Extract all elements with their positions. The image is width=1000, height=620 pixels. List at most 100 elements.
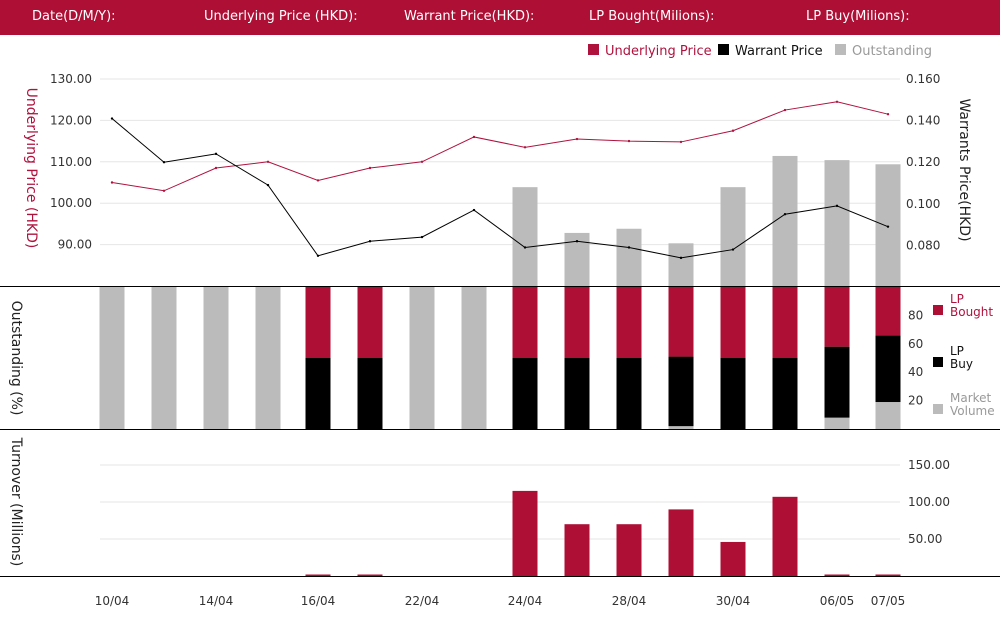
underlying-price-point [835,100,839,103]
lp-buy-label: LP Buy(Milions): [806,9,910,24]
warrant-price-line [111,118,889,259]
legend-label: Outstanding [852,44,932,59]
lp-bought-bar [668,287,694,357]
legend-label-line: LP [950,344,964,358]
legend-label: Underlying Price [605,44,712,59]
lp-bought-bar [512,287,538,358]
underlying-price-point [110,181,114,184]
lp-bought-bar [720,287,746,358]
underlying-price-point [162,189,166,192]
y-tick-right: 0.120 [906,155,940,169]
market-volume-bar [409,287,435,429]
legend-swatch [718,44,729,55]
warrant-price-point [368,240,372,243]
warrant-price-point [110,117,114,120]
lp-bought-bar [824,287,850,347]
y-tick-outstanding: 20 [908,394,923,408]
x-tick-label: 16/04 [301,594,336,608]
legend-label: Market Volume [950,391,995,418]
warrant-price-point [266,183,270,187]
market-volume-bar [255,287,281,429]
turnover-bar [564,524,590,576]
y-axis-title-right: Warrants Price(HKD) [956,98,972,241]
lp-bought-bar [772,287,798,358]
underlying-price-point [266,160,270,163]
legend-label-line: Bought [950,305,993,319]
header-bar: Date(D/M/Y): Underlying Price (HKD): War… [0,0,1000,35]
y-tick-turnover: 100.00 [908,495,950,509]
warrant-price-point [420,235,424,239]
underlying-price-point [575,137,579,141]
y-tick-right: 0.140 [906,114,940,128]
outstanding-bar [668,243,694,287]
underlying-price-point [627,139,631,143]
lp-bought-label: LP Bought(Milions): [589,9,715,24]
lp-buy-bar [720,358,746,429]
legend-label-line: Volume [950,404,995,418]
warrant-price-point [627,246,631,249]
outstanding-bar [512,187,538,287]
lp-buy-bar [772,358,798,429]
turnover-bar [616,524,642,576]
underlying-price-point [783,108,787,112]
outstanding-bar [720,187,746,287]
date-label: Date(D/M/Y): [32,9,116,24]
warrant-price-point [523,246,527,249]
x-tick-label: 14/04 [199,594,234,608]
lp-buy-bar [875,335,901,403]
market-volume-bar [824,417,850,429]
lp-bought-bar [305,287,331,358]
x-tick-label: 28/04 [612,594,647,608]
legend-label: LP Bought [950,292,993,319]
y-tick-turnover: 50.00 [908,532,942,546]
market-volume-bar [99,287,125,429]
y-tick-left: 130.00 [50,72,92,86]
legend-swatch [933,305,943,315]
y-tick-left: 100.00 [50,196,92,210]
warrant-price-label: Warrant Price(HKD): [404,9,535,24]
y-axis-title-left: Underlying Price (HKD) [23,88,39,249]
underlying-price-point [214,166,218,170]
warrant-price-point [835,204,839,208]
lp-bought-bar [875,287,901,336]
x-tick-label: 22/04 [405,594,440,608]
y-tick-turnover: 150.00 [908,458,950,472]
warrant-price-point [886,225,890,228]
warrant-price-point [783,213,787,216]
x-tick-label: 06/05 [820,594,855,608]
y-axis-title-turnover: Turnover (Millions) [8,437,24,567]
lp-buy-bar [564,358,590,429]
y-tick-outstanding: 80 [908,308,923,322]
warrant-price-point [679,256,683,260]
warrant-price-point [316,254,320,257]
y-tick-left: 120.00 [50,113,92,127]
lp-buy-bar [305,358,331,429]
y-tick-left: 110.00 [50,155,92,169]
lp-bought-bar [616,287,642,358]
legend-label: Warrant Price [735,44,823,59]
underlying-price-point [731,129,735,132]
lp-buy-bar [357,358,383,429]
underlying-price-point [886,112,890,116]
y-tick-right: 0.160 [906,72,940,86]
legend-label-line: LP [950,292,964,306]
x-tick-label: 24/04 [508,594,543,608]
underlying-price-point [472,135,476,139]
legend-swatch [933,357,943,367]
underlying-price-point [679,140,683,144]
y-tick-outstanding: 60 [908,337,923,351]
warrant-price-point [472,208,476,212]
x-tick-label: 10/04 [95,594,130,608]
outstanding-bar [616,228,642,287]
legend-label: LP Buy [950,344,973,371]
turnover-bar [512,490,538,576]
outstanding-bar [824,160,850,287]
x-tick-label: 07/05 [871,594,906,608]
warrant-price-point [575,240,579,243]
turnover-bar [357,574,383,576]
turnover-bar [668,509,694,576]
market-volume-bar [461,287,487,429]
underlying-price-line [111,101,889,192]
y-axis-title-outstanding: Outstanding (%) [8,301,24,416]
